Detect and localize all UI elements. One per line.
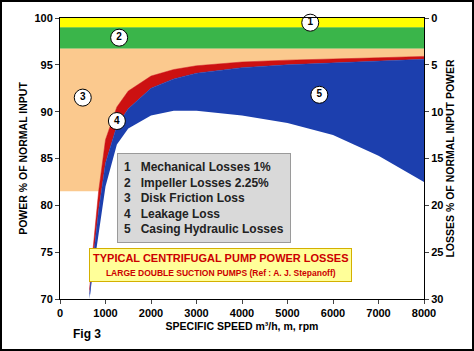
svg-text:0: 0 (57, 307, 63, 319)
svg-text:5: 5 (431, 59, 437, 71)
svg-text:SPECIFIC SPEED m³/h, m, rpm: SPECIFIC SPEED m³/h, m, rpm (166, 320, 319, 332)
svg-text:2000: 2000 (139, 307, 163, 319)
svg-text:70: 70 (41, 293, 53, 305)
svg-text:2: 2 (116, 31, 122, 42)
svg-text:90: 90 (41, 106, 53, 118)
svg-text:80: 80 (41, 199, 53, 211)
svg-text:TYPICAL CENTRIFUGAL PUMP POWER: TYPICAL CENTRIFUGAL PUMP POWER LOSSESLAR… (93, 252, 348, 278)
svg-text:POWER % OF NORMAL INPUT: POWER % OF NORMAL INPUT (17, 82, 29, 235)
svg-text:0: 0 (431, 12, 437, 24)
svg-text:7000: 7000 (366, 307, 390, 319)
svg-text:30: 30 (431, 293, 443, 305)
svg-text:8000: 8000 (412, 307, 436, 319)
svg-text:75: 75 (41, 246, 53, 258)
svg-text:6000: 6000 (321, 307, 345, 319)
svg-text:20: 20 (431, 199, 443, 211)
svg-text:10: 10 (431, 106, 443, 118)
svg-text:Fig 3: Fig 3 (73, 327, 101, 341)
svg-text:1: 1 (307, 16, 313, 27)
svg-text:1000: 1000 (93, 307, 117, 319)
svg-text:85: 85 (41, 152, 53, 164)
svg-text:4000: 4000 (230, 307, 254, 319)
svg-text:5000: 5000 (275, 307, 299, 319)
svg-text:3: 3 (80, 91, 86, 102)
svg-text:3000: 3000 (184, 307, 208, 319)
svg-text:LOSSES % OF NORMAL INPUT POWER: LOSSES % OF NORMAL INPUT POWER (444, 59, 456, 258)
svg-text:15: 15 (431, 152, 443, 164)
svg-text:5: 5 (317, 88, 323, 99)
svg-text:100: 100 (34, 12, 52, 24)
svg-text:1 Mechanical Losses 1%2 Im: 1 Mechanical Losses 1%2 Impeller Losses … (124, 160, 284, 236)
svg-text:4: 4 (114, 115, 120, 126)
svg-text:95: 95 (41, 59, 53, 71)
svg-text:25: 25 (431, 246, 443, 258)
